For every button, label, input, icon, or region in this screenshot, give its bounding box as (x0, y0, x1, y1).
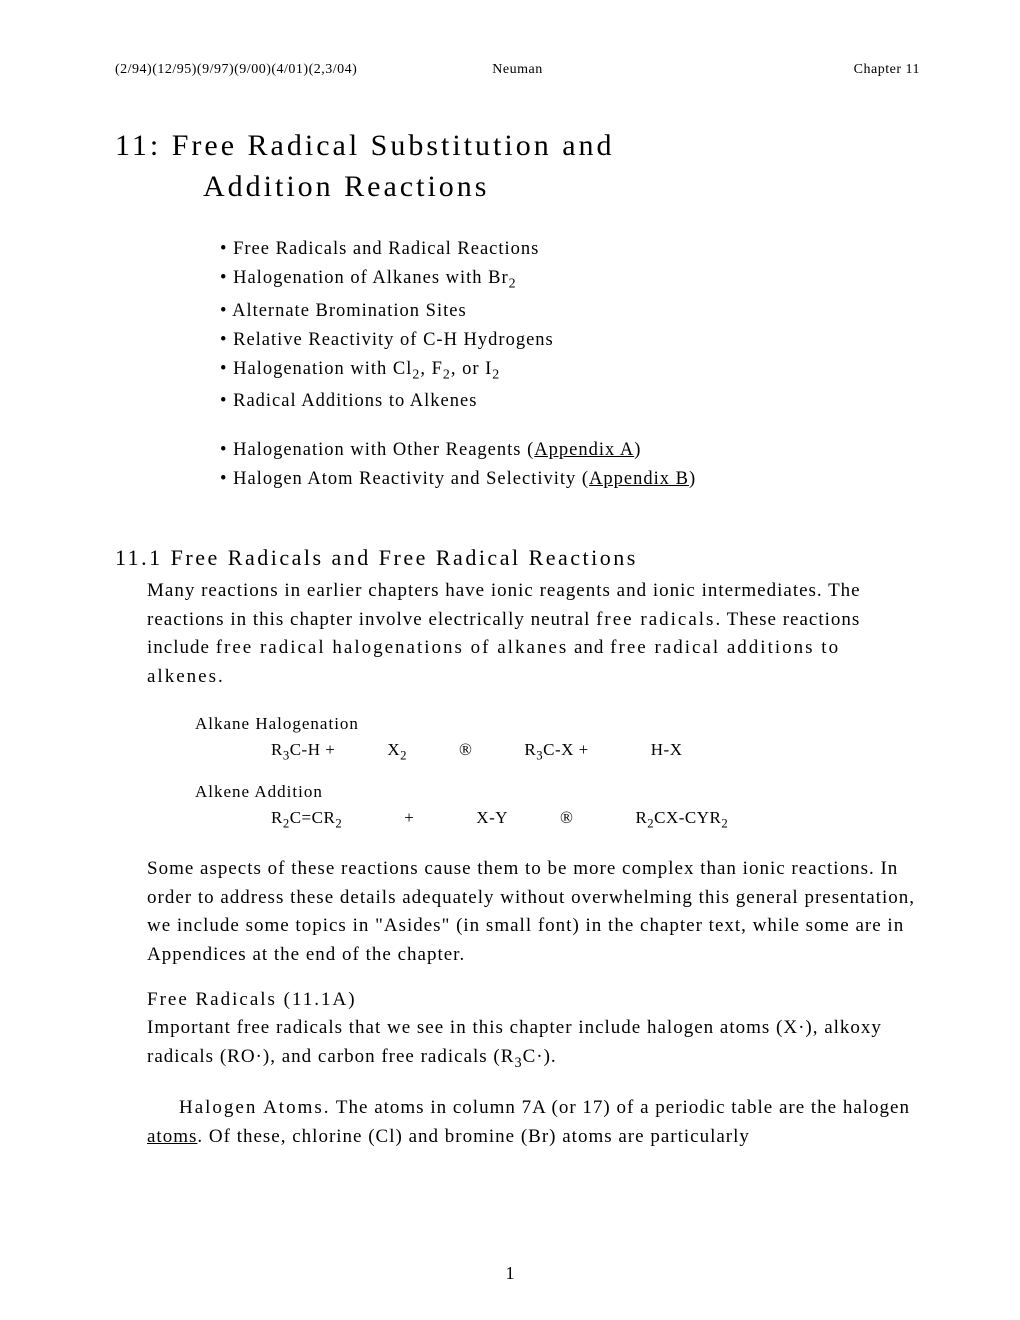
intro-paragraph: Many reactions in earlier chapters have … (147, 577, 920, 691)
reaction-label: Alkene Addition (195, 779, 920, 805)
header-chapter: Chapter 11 (652, 62, 920, 78)
reaction-block: Alkane Halogenation R3C-H +X2®R3C-X +H-X… (195, 711, 920, 833)
chapter-title-line2: Addition Reactions (115, 167, 920, 208)
subsection-heading: Free Radicals (11.1A) (147, 989, 920, 1011)
outline-item: • Halogenation with Other Reagents (Appe… (220, 440, 920, 461)
outline-item: • Free Radicals and Radical Reactions (220, 239, 920, 260)
page-header: (2/94)(12/95)(9/97)(9/00)(4/01)(2,3/04) … (115, 62, 920, 78)
outline-item: • Relative Reactivity of C-H Hydrogens (220, 330, 920, 351)
chapter-title-line1: 11: Free Radical Substitution and (115, 126, 920, 167)
reaction-label: Alkane Halogenation (195, 711, 920, 737)
outline-item: • Halogenation with Cl2, F2, or I2 (220, 359, 920, 384)
chapter-title: 11: Free Radical Substitution and Additi… (115, 126, 920, 207)
header-date-stamp: (2/94)(12/95)(9/97)(9/00)(4/01)(2,3/04) (115, 62, 383, 78)
outline-item: • Radical Additions to Alkenes (220, 391, 920, 412)
paragraph-heading: Halogen Atoms. (147, 1097, 331, 1118)
paragraph: Halogen Atoms. The atoms in column 7A (o… (147, 1094, 920, 1151)
appendix-link[interactable]: Appendix B (589, 469, 689, 489)
reaction-equation: R3C-H +X2®R3C-X +H-X (195, 737, 920, 766)
header-author: Neuman (383, 62, 651, 78)
outline-item: • Alternate Bromination Sites (220, 301, 920, 322)
paragraph: Some aspects of these reactions cause th… (147, 855, 920, 969)
reaction-equation: R2C=CR2+X-Y®R2CX-CYR2 (195, 805, 920, 834)
page-number: 1 (0, 1263, 1020, 1284)
chapter-outline: • Free Radicals and Radical Reactions • … (220, 239, 920, 490)
section-heading: 11.1 Free Radicals and Free Radical Reac… (115, 545, 920, 571)
outline-item: • Halogenation of Alkanes with Br2 (220, 268, 920, 293)
outline-item: • Halogen Atom Reactivity and Selectivit… (220, 469, 920, 490)
appendix-link[interactable]: Appendix A (534, 440, 634, 460)
paragraph: Important free radicals that we see in t… (147, 1014, 920, 1074)
